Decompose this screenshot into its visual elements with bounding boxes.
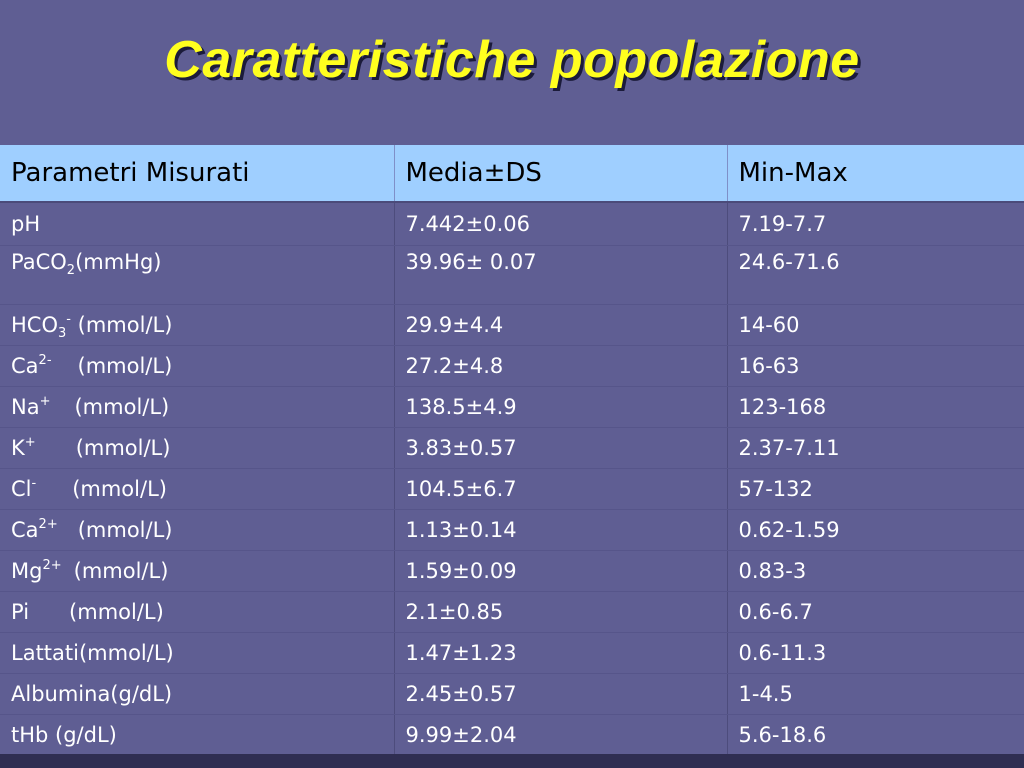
table-row: PaCO2(mmHg) 39.96± 0.07 24.6-71.6 <box>0 245 1024 305</box>
param-base: Pi <box>11 600 30 624</box>
table-row: tHb (g/dL) 9.99±2.04 5.6-18.6 <box>0 714 1024 756</box>
param-unit: (mmol/L) <box>77 518 173 542</box>
table-row: Pi (mmol/L) 2.1±0.85 0.6-6.7 <box>0 591 1024 633</box>
header-parametri: Parametri Misurati <box>0 145 395 203</box>
param-subscript: 2 <box>66 263 76 278</box>
param-cell: Na+ (mmol/L) <box>0 386 395 428</box>
param-base: HCO <box>11 313 58 337</box>
param-base: Ca <box>11 518 39 542</box>
range-cell: 57-132 <box>727 468 1024 510</box>
param-cell: Ca2- (mmol/L) <box>0 345 395 387</box>
param-unit: (mmol/L) <box>77 313 173 337</box>
param-base: Cl <box>11 477 32 501</box>
range-cell: 0.6-11.3 <box>727 632 1024 674</box>
table-row: Na+ (mmol/L) 138.5±4.9 123-168 <box>0 386 1024 428</box>
param-cell: Albumina(g/dL) <box>0 673 395 715</box>
data-table-container: Parametri Misurati Media±DS Min-Max pH 7… <box>0 145 1024 756</box>
param-superscript: 2+ <box>42 558 62 573</box>
param-unit: (mmol/L) <box>77 354 173 378</box>
param-cell: Pi (mmol/L) <box>0 591 395 633</box>
media-cell: 27.2±4.8 <box>394 345 728 387</box>
table-row: HCO3- (mmol/L) 29.9±4.4 14-60 <box>0 304 1024 346</box>
media-cell: 138.5±4.9 <box>394 386 728 428</box>
range-cell: 0.6-6.7 <box>727 591 1024 633</box>
param-superscript: + <box>24 435 36 450</box>
table-row: Ca2+ (mmol/L) 1.13±0.14 0.62-1.59 <box>0 509 1024 551</box>
param-unit: (mmol/L) <box>72 477 167 501</box>
table-row: Albumina(g/dL) 2.45±0.57 1-4.5 <box>0 673 1024 715</box>
media-cell: 3.83±0.57 <box>394 427 728 469</box>
table-row: Lattati(mmol/L) 1.47±1.23 0.6-11.3 <box>0 632 1024 674</box>
param-base: Mg <box>11 559 43 583</box>
param-superscript: 2- <box>38 353 52 368</box>
table-row: K+ (mmol/L) 3.83±0.57 2.37-7.11 <box>0 427 1024 469</box>
param-base: Ca <box>11 354 39 378</box>
range-cell: 123-168 <box>727 386 1024 428</box>
param-cell: HCO3- (mmol/L) <box>0 304 395 346</box>
slide-title: Caratteristiche popolazione <box>164 31 860 89</box>
param-unit: (mmol/L) <box>69 600 164 624</box>
media-cell: 2.1±0.85 <box>394 591 728 633</box>
param-superscript: 2+ <box>38 517 58 532</box>
param-cell: Ca2+ (mmol/L) <box>0 509 395 551</box>
param-unit: (mmol/L) <box>74 395 170 419</box>
media-cell: 1.47±1.23 <box>394 632 728 674</box>
param-cell: PaCO2(mmHg) <box>0 245 395 305</box>
header-minmax: Min-Max <box>727 145 1024 203</box>
param-unit: (mmol/L) <box>75 436 171 460</box>
param-base: PaCO <box>11 250 67 274</box>
media-cell: 1.13±0.14 <box>394 509 728 551</box>
param-superscript: - <box>66 312 71 327</box>
param-superscript: - <box>31 476 37 491</box>
param-cell: tHb (g/dL) <box>0 714 395 756</box>
param-unit: (mmol/L) <box>73 559 169 583</box>
media-cell: 29.9±4.4 <box>394 304 728 346</box>
bottom-bar <box>0 754 1024 768</box>
range-cell: 0.83-3 <box>727 550 1024 592</box>
range-cell: 5.6-18.6 <box>727 714 1024 756</box>
param-cell: Cl- (mmol/L) <box>0 468 395 510</box>
table-row: Mg2+ (mmol/L) 1.59±0.09 0.83-3 <box>0 550 1024 592</box>
param-cell: pH <box>0 202 395 246</box>
media-cell: 7.442±0.06 <box>394 202 728 246</box>
param-base: Na <box>11 395 40 419</box>
media-cell: 39.96± 0.07 <box>394 245 728 305</box>
range-cell: 24.6-71.6 <box>727 245 1024 305</box>
media-cell: 1.59±0.09 <box>394 550 728 592</box>
media-cell: 104.5±6.7 <box>394 468 728 510</box>
param-cell: Lattati(mmol/L) <box>0 632 395 674</box>
param-unit: (mmHg) <box>75 250 162 274</box>
param-cell: Mg2+ (mmol/L) <box>0 550 395 592</box>
table-row: Ca2- (mmol/L) 27.2±4.8 16-63 <box>0 345 1024 387</box>
population-table: Parametri Misurati Media±DS Min-Max pH 7… <box>0 145 1024 756</box>
param-cell: K+ (mmol/L) <box>0 427 395 469</box>
param-base: K <box>11 436 25 460</box>
range-cell: 1-4.5 <box>727 673 1024 715</box>
range-cell: 14-60 <box>727 304 1024 346</box>
range-cell: 7.19-7.7 <box>727 202 1024 246</box>
media-cell: 2.45±0.57 <box>394 673 728 715</box>
range-cell: 0.62-1.59 <box>727 509 1024 551</box>
header-media: Media±DS <box>394 145 728 203</box>
table-row: pH 7.442±0.06 7.19-7.7 <box>0 202 1024 246</box>
range-cell: 2.37-7.11 <box>727 427 1024 469</box>
table-row: Cl- (mmol/L) 104.5±6.7 57-132 <box>0 468 1024 510</box>
range-cell: 16-63 <box>727 345 1024 387</box>
param-subscript: 3 <box>57 326 67 341</box>
media-cell: 9.99±2.04 <box>394 714 728 756</box>
table-header-row: Parametri Misurati Media±DS Min-Max <box>0 145 1024 203</box>
param-superscript: + <box>39 394 51 409</box>
